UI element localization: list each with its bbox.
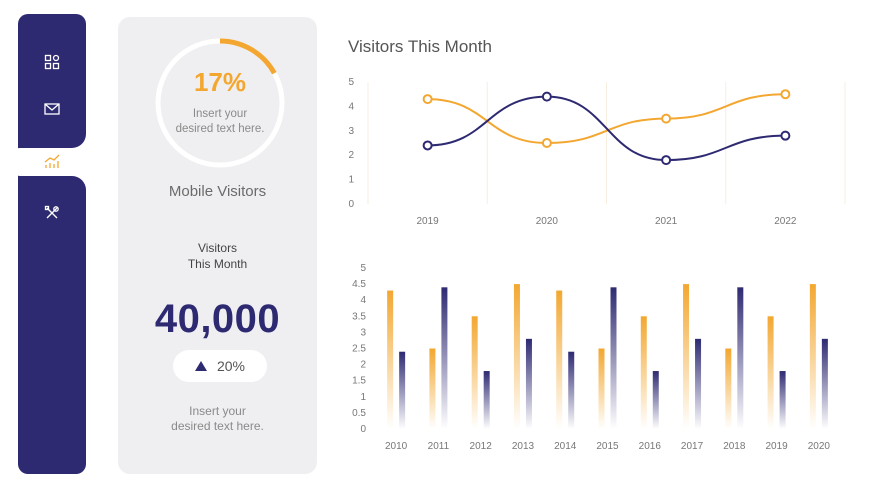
mail-icon — [44, 103, 60, 115]
data-point — [422, 94, 433, 105]
bar — [695, 338, 702, 429]
bar — [471, 316, 478, 429]
progress-ring: 17% Insert your desired text here. — [154, 37, 286, 169]
sidebar-item-tools[interactable] — [18, 198, 86, 228]
chart-title: Visitors This Month — [348, 37, 492, 56]
y-tick-label: 3 — [348, 126, 354, 137]
x-tick-label: 2019 — [417, 216, 440, 227]
y-tick-label: 1.5 — [352, 376, 366, 387]
bar — [598, 348, 605, 429]
data-point — [541, 91, 552, 102]
x-tick-label: 2013 — [512, 441, 535, 452]
ring-description: Insert your desired text here. — [175, 108, 265, 135]
x-tick-label: 2020 — [536, 216, 559, 227]
y-tick-label: 4 — [360, 295, 366, 306]
y-tick-label: 4.5 — [352, 279, 366, 290]
bar — [525, 338, 532, 429]
x-tick-label: 2014 — [554, 441, 577, 452]
x-tick-label: 2011 — [428, 441, 450, 452]
chart-icon — [44, 154, 60, 168]
bar — [483, 371, 490, 429]
y-tick-label: 2.5 — [352, 344, 366, 355]
x-tick-label: 2018 — [723, 441, 746, 452]
sidebar-item-dashboard[interactable] — [18, 47, 86, 77]
y-tick-label: 2 — [348, 150, 354, 161]
bar — [725, 348, 732, 429]
series-line-0 — [427, 93, 786, 145]
data-point — [541, 138, 552, 148]
bar-chart: 0 0.5 1 1.5 2 2.5 3 3.5 4 4.5 5 2010 2011 2012 2013 201… — [352, 263, 831, 452]
panel-description-line1: Insert your — [189, 404, 246, 418]
bar — [441, 287, 448, 429]
panel-description: Insert your desired text here. — [118, 404, 317, 434]
bar — [683, 284, 690, 429]
data-point — [780, 130, 791, 141]
y-tick-label: 0 — [360, 424, 366, 435]
bar — [610, 287, 617, 429]
y-tick-label: 3 — [360, 327, 366, 338]
bar — [737, 287, 744, 429]
data-point — [661, 113, 672, 124]
mobile-visitors-label: Mobile Visitors — [168, 183, 267, 200]
up-arrow-icon — [194, 361, 207, 371]
data-point — [780, 89, 791, 100]
bar — [640, 316, 647, 429]
sidebar — [18, 14, 86, 474]
bar — [568, 351, 575, 429]
bar — [513, 284, 520, 429]
visitors-label-line1: Visitors — [197, 241, 238, 255]
line-chart: 0 1 2 3 4 5 2019 2020 2021 2022 — [348, 77, 846, 227]
dashboard-icon — [44, 54, 60, 70]
change-badge: 20% — [173, 350, 267, 382]
series-line-1 — [427, 95, 786, 162]
bar — [767, 316, 774, 429]
progress-percent: 17% — [193, 67, 247, 97]
x-tick-label: 2015 — [596, 441, 619, 452]
y-tick-label: 3.5 — [352, 311, 366, 322]
bar — [429, 348, 436, 429]
y-tick-label: 0 — [348, 199, 354, 210]
data-point — [661, 155, 672, 166]
tools-icon — [44, 205, 59, 219]
x-tick-label: 2010 — [385, 441, 408, 452]
y-tick-label: 5 — [348, 77, 354, 88]
sidebar-active-curve-bottom — [56, 176, 86, 196]
visitors-this-month-label: Visitors This Month — [118, 240, 317, 272]
bar — [556, 290, 563, 429]
bar — [399, 351, 406, 429]
y-tick-label: 4 — [348, 101, 354, 112]
mobile-visitors-panel: 17% Insert your desired text here. Mobil… — [118, 17, 317, 474]
bar — [809, 284, 816, 429]
x-tick-label: 2022 — [774, 216, 797, 227]
visitors-label-line2: This Month — [187, 257, 248, 271]
x-tick-label: 2020 — [808, 441, 831, 452]
x-tick-label: 2016 — [639, 441, 662, 452]
y-tick-label: 1 — [348, 175, 354, 186]
x-tick-label: 2012 — [470, 441, 493, 452]
sidebar-item-analytics[interactable] — [18, 147, 86, 177]
panel-description-line2: desired text here. — [171, 419, 264, 433]
bar — [779, 371, 786, 429]
y-tick-label: 5 — [360, 263, 366, 274]
sidebar-item-mail[interactable] — [18, 94, 86, 124]
progress-ring-graphic — [155, 38, 285, 168]
data-point — [422, 140, 433, 151]
bar — [652, 371, 659, 429]
y-tick-label: 1 — [360, 392, 366, 403]
visitors-count: 40,000 — [154, 297, 281, 341]
y-tick-label: 0.5 — [352, 408, 366, 419]
sidebar-active-curve-top — [56, 128, 86, 148]
x-tick-label: 2019 — [765, 441, 788, 452]
change-value: 20% — [216, 358, 246, 374]
bar — [821, 338, 828, 429]
bar — [387, 290, 394, 429]
x-tick-label: 2021 — [655, 216, 678, 227]
x-tick-label: 2017 — [681, 441, 704, 452]
y-tick-label: 2 — [360, 360, 366, 371]
